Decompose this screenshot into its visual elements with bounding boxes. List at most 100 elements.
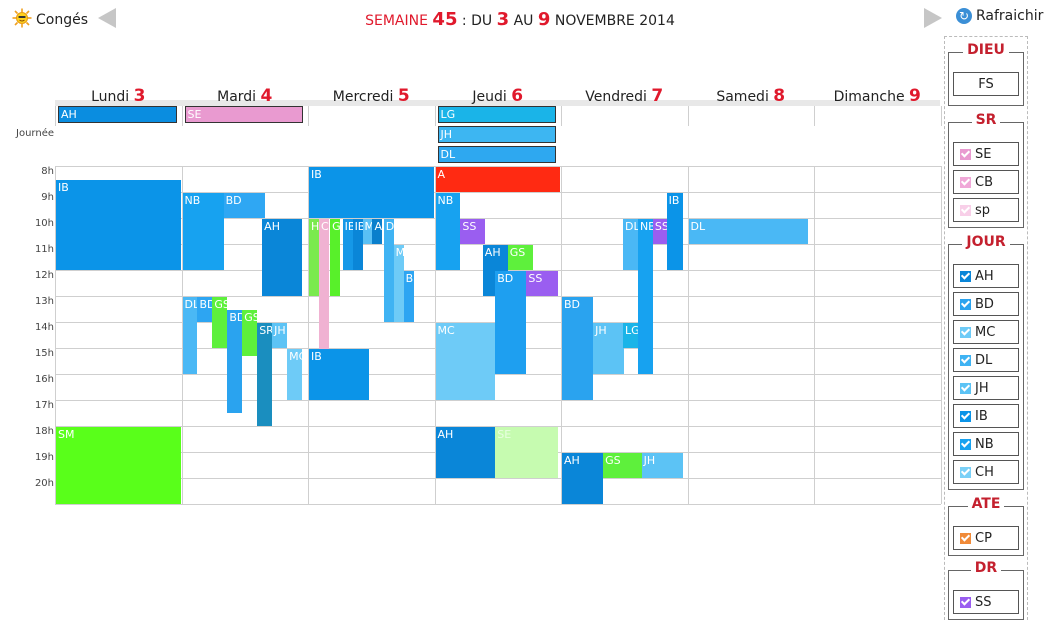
allday-event-jh[interactable]: JH — [437, 126, 556, 143]
event-nb[interactable]: NB — [435, 193, 461, 270]
filter-item-ib[interactable]: IB — [953, 404, 1019, 428]
filter-item-se[interactable]: SE — [953, 142, 1019, 166]
event-dl[interactable]: DL — [623, 219, 640, 270]
week-suffix: NOVEMBRE 2014 — [550, 13, 675, 29]
event-mc[interactable]: MC — [362, 219, 373, 244]
event-jh[interactable]: JH — [641, 453, 683, 478]
hour-line — [55, 504, 941, 505]
refresh-button[interactable]: ↻ Rafraichir — [956, 8, 1043, 24]
event-dl[interactable]: DL — [688, 219, 809, 244]
event-a[interactable]: A — [435, 167, 560, 192]
filter-item-ch[interactable]: CH — [953, 460, 1019, 484]
event-ah[interactable]: AH — [562, 453, 604, 504]
event-cp[interactable]: CP — [318, 219, 329, 400]
checkbox-checked-icon[interactable] — [960, 596, 971, 608]
day-header-vendredi[interactable]: Vendredi 7 — [561, 86, 688, 106]
event-dl[interactable]: DL — [383, 219, 394, 322]
checkbox-checked-icon[interactable] — [960, 354, 971, 366]
event-ah[interactable]: AH — [372, 219, 383, 244]
day-number: 3 — [133, 86, 146, 106]
event-nb[interactable]: NB — [182, 193, 224, 270]
refresh-icon: ↻ — [956, 8, 972, 24]
event-ah[interactable]: AH — [435, 427, 496, 478]
filter-item-nb[interactable]: NB — [953, 432, 1019, 456]
checkbox-checked-icon[interactable] — [960, 298, 971, 310]
event-ib[interactable]: IB — [666, 193, 683, 270]
event-gs[interactable]: GS — [242, 310, 258, 356]
hour-line — [55, 426, 941, 427]
day-header-mercredi[interactable]: Mercredi 5 — [308, 86, 435, 106]
event-mc[interactable]: MC — [435, 323, 496, 400]
event-ib[interactable]: IB — [309, 349, 369, 400]
checkbox-checked-icon[interactable] — [960, 204, 971, 216]
event-jh[interactable]: JH — [593, 323, 625, 374]
event-gs[interactable]: GS — [212, 297, 228, 348]
event-se[interactable]: SE — [495, 427, 558, 478]
filter-item-cb[interactable]: CB — [953, 170, 1019, 194]
day-header-mardi[interactable]: Mardi 4 — [182, 86, 309, 106]
hour-label: 11h — [34, 244, 54, 255]
checkbox-checked-icon[interactable] — [960, 466, 971, 478]
day-header-lundi[interactable]: Lundi 3 — [55, 86, 182, 106]
checkbox-checked-icon[interactable] — [960, 532, 971, 544]
day-header-dimanche[interactable]: Dimanche 9 — [814, 86, 941, 106]
checkbox-checked-icon[interactable] — [960, 176, 971, 188]
event-gs[interactable]: GS — [330, 219, 341, 296]
event-ss[interactable]: SS — [526, 271, 558, 296]
day-header-samedi[interactable]: Samedi 8 — [688, 86, 815, 106]
event-mc[interactable]: MC — [393, 245, 404, 322]
checkbox-checked-icon[interactable] — [960, 148, 971, 160]
event-bd[interactable]: BD — [562, 297, 594, 400]
event-gs[interactable]: GS — [603, 453, 645, 478]
event-ib[interactable]: IB — [342, 219, 353, 270]
event-bd[interactable]: BD — [197, 297, 213, 322]
checkbox-checked-icon[interactable] — [960, 438, 971, 450]
event-ss[interactable]: SS — [460, 219, 486, 244]
event-ah[interactable]: AH — [262, 219, 302, 296]
allday-event-dl[interactable]: DL — [437, 146, 556, 163]
event-ib[interactable]: IB — [56, 180, 181, 270]
event-bd[interactable]: BD — [495, 271, 527, 374]
filter-item-ss[interactable]: SS — [953, 590, 1019, 614]
hour-line — [55, 244, 941, 245]
allday-event-ah[interactable]: AH — [58, 106, 177, 123]
filter-item-jh[interactable]: JH — [953, 376, 1019, 400]
conges-button[interactable]: Congés — [12, 8, 88, 32]
event-sr[interactable]: SR — [257, 323, 273, 426]
day-name: Mercredi — [332, 89, 398, 105]
checkbox-checked-icon[interactable] — [960, 410, 971, 422]
checkbox-checked-icon[interactable] — [960, 270, 971, 282]
next-week-arrow-icon[interactable] — [924, 8, 942, 28]
event-ss[interactable]: SS — [652, 219, 670, 244]
filter-item-sp[interactable]: sp — [953, 198, 1019, 222]
filter-item-fs[interactable]: FS — [953, 72, 1019, 96]
allday-event-se[interactable]: SE — [184, 106, 303, 123]
day-header-jeudi[interactable]: Jeudi 6 — [435, 86, 562, 106]
filter-item-dl[interactable]: DL — [953, 348, 1019, 372]
event-ib[interactable]: IB — [309, 167, 434, 218]
filter-item-ah[interactable]: AH — [953, 264, 1019, 288]
event-nb[interactable]: NB — [637, 219, 653, 374]
filter-group-title-text: JOUR — [962, 234, 1010, 250]
event-jh[interactable]: JH — [272, 323, 288, 348]
filter-item-bd[interactable]: BD — [953, 292, 1019, 316]
checkbox-checked-icon[interactable] — [960, 326, 971, 338]
event-gs[interactable]: GS — [507, 245, 533, 270]
allday-event-lg[interactable]: LG — [437, 106, 556, 123]
event-ib[interactable]: IB — [352, 219, 363, 270]
event-dl[interactable]: DL — [182, 297, 198, 374]
event-sm[interactable]: SM — [56, 427, 181, 504]
filter-group-title: DR — [948, 560, 1024, 576]
day-number: 8 — [773, 86, 786, 106]
event-bd[interactable]: BD — [223, 193, 265, 218]
top-bar: Congés SEMAINE 45 : DU 3 AU 9 NOVEMBRE 2… — [0, 0, 1050, 36]
event-mc[interactable]: MC — [287, 349, 303, 400]
filter-item-cp[interactable]: CP — [953, 526, 1019, 550]
event-bd[interactable]: BD — [403, 271, 414, 322]
filter-group-title: ATE — [948, 496, 1024, 512]
previous-week-arrow-icon[interactable] — [98, 8, 116, 28]
filter-item-mc[interactable]: MC — [953, 320, 1019, 344]
event-hc[interactable]: HC — [309, 219, 319, 296]
event-bd[interactable]: BD — [227, 310, 243, 413]
checkbox-checked-icon[interactable] — [960, 382, 971, 394]
